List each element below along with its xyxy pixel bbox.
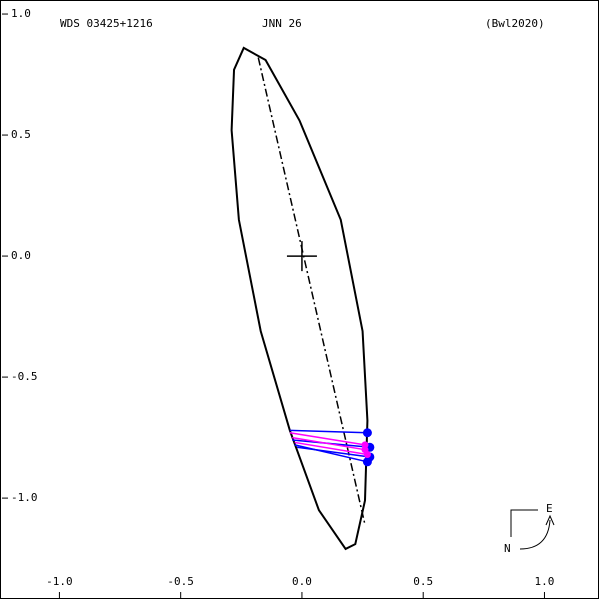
y-tick-label: 1.0: [11, 7, 31, 20]
y-tick-label: 0.0: [11, 249, 31, 262]
y-tick-label: -1.0: [11, 491, 38, 504]
y-tick-label: -0.5: [11, 370, 38, 383]
residual-line: [289, 432, 366, 446]
chart-title: WDS 03425+1216: [60, 17, 153, 30]
residual-line: [292, 436, 366, 451]
primary-star: [286, 241, 317, 272]
compass-arrow: [519, 519, 551, 550]
residual-line: [294, 444, 368, 463]
x-tick-label: 1.0: [535, 575, 555, 588]
x-tick-label: -1.0: [46, 575, 73, 588]
compass-north: N: [504, 542, 511, 555]
orbit-ellipse: [230, 46, 369, 551]
chart-subtitle: JNN 26: [262, 17, 302, 30]
observation-point: [362, 428, 372, 438]
residual-line: [289, 429, 368, 434]
compass-east: E: [546, 502, 553, 515]
observation-point: [362, 457, 372, 467]
residual-line: [294, 441, 368, 456]
y-tick-label: 0.5: [11, 128, 31, 141]
x-tick-label: 0.5: [413, 575, 433, 588]
compass-arrowhead: [545, 514, 555, 526]
x-tick-label: 0.0: [292, 575, 312, 588]
observation-point: [363, 451, 371, 459]
observation-point: [361, 441, 369, 449]
reference: (Bwl2020): [485, 17, 545, 30]
compass-axes: [510, 509, 538, 537]
x-tick-label: -0.5: [167, 575, 194, 588]
compass: E N: [504, 502, 555, 555]
